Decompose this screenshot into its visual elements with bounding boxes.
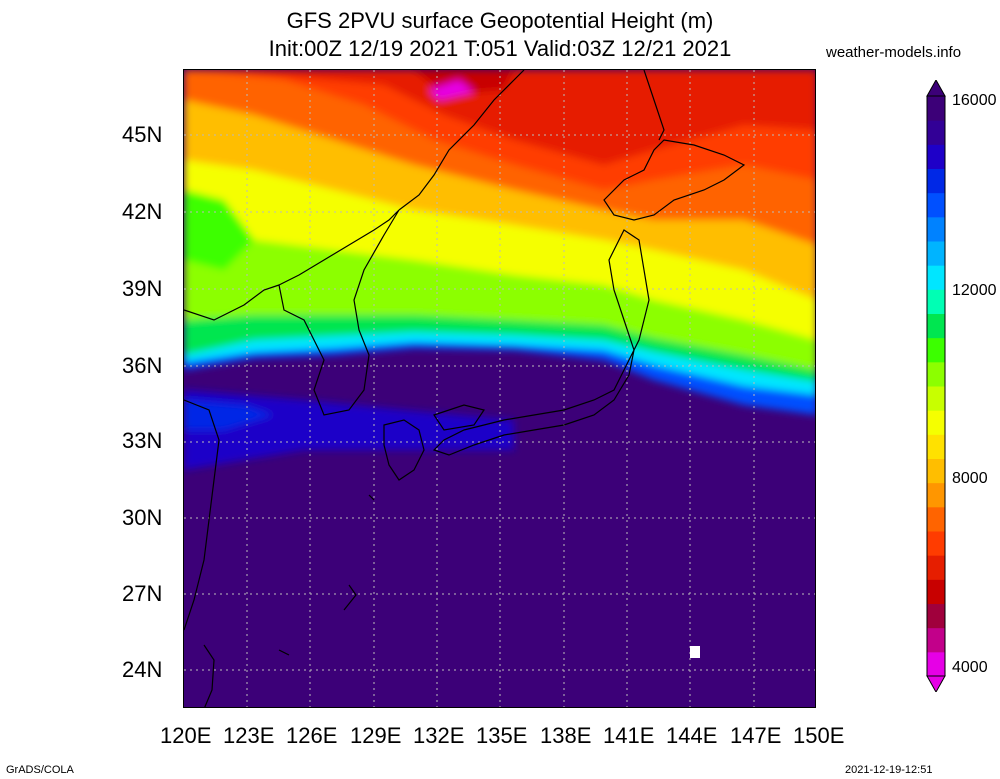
colorbar-segment: [927, 361, 945, 387]
colorbar-segment: [927, 289, 945, 314]
colorbar-segment: [927, 506, 945, 532]
colorbar-label-4000: 4000: [952, 659, 988, 676]
map-panel: [183, 69, 816, 708]
colorbar-segment: [927, 434, 945, 459]
lat-label-45n: 45N: [122, 122, 163, 147]
colorbar-segment: [927, 216, 945, 242]
colorbar-segment: [927, 192, 945, 218]
lon-label-150e: 150E: [793, 723, 845, 748]
colorbar-segment: [927, 96, 945, 121]
chart-title: GFS 2PVU surface Geopotential Height (m): [286, 8, 714, 33]
lat-label-30n: 30N: [122, 505, 163, 530]
lon-label-120e: 120E: [160, 723, 212, 748]
colorbar-top-arrow: [926, 80, 946, 97]
colorbar-segment: [927, 531, 945, 556]
lon-label-141e: 141E: [603, 723, 655, 748]
footer-timestamp: 2021-12-19-12:51: [845, 764, 933, 776]
colorbar-bottom-arrow: [926, 675, 946, 692]
colorbar-segment: [927, 458, 945, 484]
colorbar-segment: [927, 168, 945, 194]
lat-label-39n: 39N: [122, 276, 163, 301]
lat-label-42n: 42N: [122, 199, 163, 224]
height-field-map: [184, 70, 815, 707]
colorbar-segment: [927, 579, 945, 604]
lon-label-123e: 123E: [223, 723, 275, 748]
lat-label-33n: 33N: [122, 428, 163, 453]
coastlines: [184, 70, 746, 707]
chart-subtitle: Init:00Z 12/19 2021 T:051 Valid:03Z 12/2…: [268, 36, 732, 61]
colorbar-segment: [927, 337, 945, 363]
lat-label-36n: 36N: [122, 353, 163, 378]
graticule: [184, 70, 815, 707]
lat-label-24n: 24N: [122, 657, 163, 682]
colorbar-segment: [927, 627, 945, 653]
colorbar-label-12000: 12000: [952, 282, 997, 299]
colorbar-segment: [927, 386, 945, 411]
lon-label-132e: 132E: [413, 723, 465, 748]
colorbar-segment: [927, 120, 945, 145]
colorbar-segment: [927, 144, 945, 169]
colorbar-outline: [926, 95, 946, 677]
lat-label-27n: 27N: [122, 581, 163, 606]
lon-label-144e: 144E: [666, 723, 718, 748]
colorbar-segment: [927, 603, 945, 629]
footer-credit: GrADS/COLA: [6, 764, 74, 776]
colorbar-segment: [927, 265, 945, 290]
colorbar-segment: [927, 482, 945, 508]
colorbar-segment: [927, 555, 945, 580]
missing-data-marker: [690, 646, 700, 658]
colorbar-segment: [927, 241, 945, 266]
colorbar-segment: [927, 410, 945, 435]
lon-label-138e: 138E: [540, 723, 592, 748]
site-credit: weather-models.info: [826, 44, 962, 61]
colorbar-segment: [927, 651, 945, 677]
lon-label-147e: 147E: [730, 723, 782, 748]
lon-label-129e: 129E: [350, 723, 402, 748]
lon-label-126e: 126E: [286, 723, 338, 748]
colorbar-segment: [927, 313, 945, 339]
colorbar-label-8000: 8000: [952, 470, 988, 487]
colorbar: [926, 80, 946, 692]
colorbar-label-16000: 16000: [952, 92, 997, 109]
lon-label-135e: 135E: [476, 723, 528, 748]
